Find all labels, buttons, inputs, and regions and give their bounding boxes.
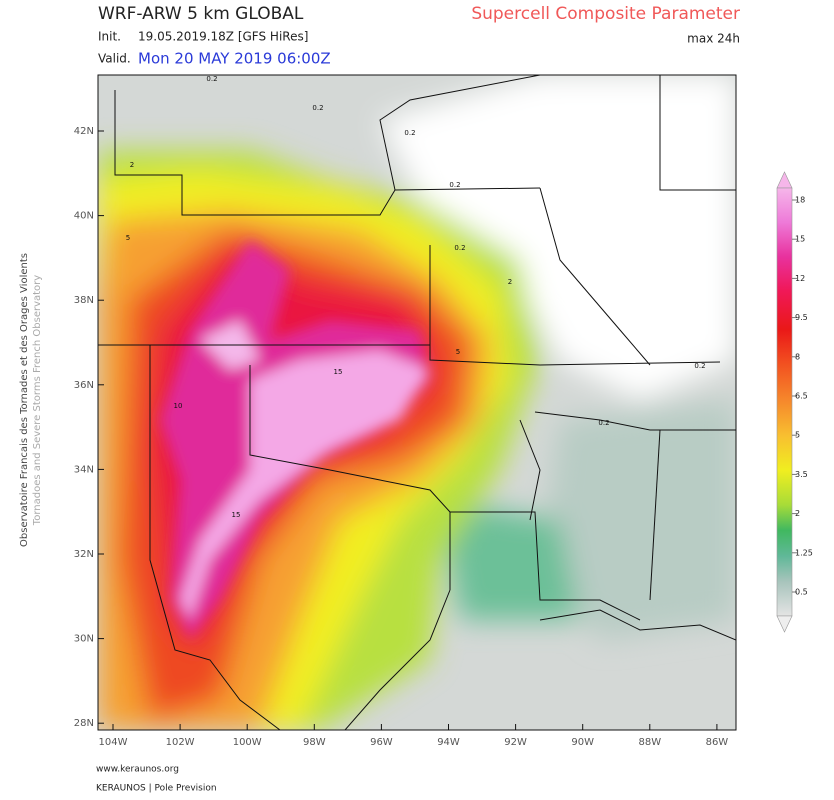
credit-en: Tornadoes and Severe Storms French Obser… (32, 275, 43, 526)
contour-label: 10 (174, 402, 183, 410)
contour-label: 0.2 (206, 75, 217, 83)
latitude-label: 40N (74, 211, 94, 222)
contour-label: 0.2 (694, 362, 705, 370)
latitude-label: 38N (74, 295, 94, 306)
longitude-label: 88W (638, 737, 661, 748)
contour-label: 2 (508, 278, 512, 286)
colorbar-tick-label: 0.5 (795, 588, 808, 597)
contour-label: 0.2 (598, 419, 609, 427)
longitude-label: 104W (99, 737, 128, 748)
longitude-label: 86W (706, 737, 729, 748)
contour-label: 0.2 (449, 181, 460, 189)
latitude-label: 42N (74, 126, 94, 137)
longitude-label: 100W (233, 737, 262, 748)
map-frame (97, 74, 737, 731)
latitude-label: 28N (74, 718, 94, 729)
footer-org: KERAUNOS | Pole Prevision (96, 784, 217, 794)
map (98, 75, 736, 730)
latitude-label: 30N (74, 634, 94, 645)
longitude-label: 90W (571, 737, 594, 748)
colorbar-tick-label: 3.5 (795, 470, 808, 479)
contour-label: 15 (334, 368, 343, 376)
contour-label: 0.2 (454, 244, 465, 252)
colorbar-tick-label: 6.5 (795, 392, 808, 401)
latitude-label: 32N (74, 549, 94, 560)
longitude-label: 98W (303, 737, 326, 748)
longitude-label: 96W (370, 737, 393, 748)
init-label: Init. (98, 30, 121, 44)
valid-time: Mon 20 MAY 2019 06:00Z (138, 50, 331, 68)
colorbar-bottom-arrow (776, 615, 793, 633)
latitude-label: 36N (74, 380, 94, 391)
colorbar-tick-label: 9.5 (795, 313, 808, 322)
contour-label: 0.2 (312, 104, 323, 112)
colorbar-tick-label: 8 (795, 352, 800, 361)
contour-label: 5 (456, 348, 460, 356)
contour-label: 5 (126, 234, 130, 242)
parameter-title: Supercell Composite Parameter (471, 4, 740, 24)
init-time: 19.05.2019.18Z [GFS HiRes] (138, 30, 308, 44)
colorbar-top-arrow (776, 171, 793, 189)
borders (98, 75, 736, 730)
contour-label: 15 (232, 511, 241, 519)
credit-fr: Observatoire Francais des Tornades et de… (19, 253, 30, 547)
longitude-label: 92W (504, 737, 527, 748)
colorbar-tick-label: 12 (795, 274, 805, 283)
colorbar-tick-label: 1.25 (795, 548, 813, 557)
colorbar-tick-label: 2 (795, 509, 800, 518)
colorbar-tick-label: 5 (795, 431, 800, 440)
latitude-label: 34N (74, 464, 94, 475)
contour-label: 0.2 (404, 129, 415, 137)
footer-url: www.keraunos.org (96, 765, 179, 775)
model-title: WRF-ARW 5 km GLOBAL (98, 4, 304, 24)
valid-label: Valid. (98, 52, 131, 66)
longitude-label: 94W (437, 737, 460, 748)
colorbar (776, 187, 793, 617)
longitude-label: 102W (166, 737, 195, 748)
contour-label: 2 (130, 161, 134, 169)
colorbar-tick-label: 18 (795, 196, 805, 205)
colorbar-tick-label: 15 (795, 235, 805, 244)
period: max 24h (687, 32, 740, 46)
